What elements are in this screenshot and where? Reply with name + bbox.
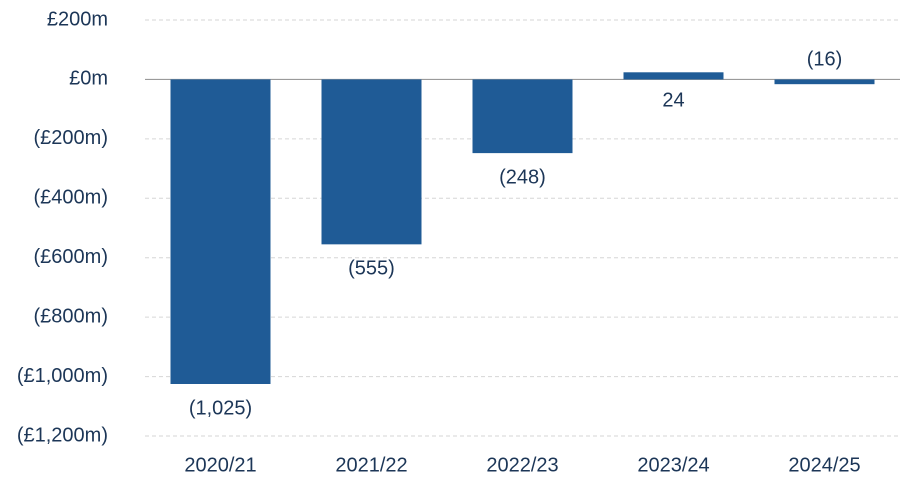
x-tick-label: 2022/23	[486, 454, 558, 476]
x-tick-label: 2024/25	[788, 454, 860, 476]
bar	[170, 79, 271, 384]
bar	[774, 79, 875, 85]
y-tick-label: £0m	[69, 68, 108, 90]
bar	[321, 79, 422, 245]
data-label: (248)	[499, 166, 546, 188]
bar	[472, 79, 573, 154]
y-tick-label: (£1,200m)	[17, 424, 108, 446]
y-tick-label: £200m	[47, 8, 108, 30]
bar	[623, 72, 724, 80]
data-label: (555)	[348, 258, 395, 280]
data-label: 24	[662, 90, 684, 112]
x-tick-label: 2021/22	[335, 454, 407, 476]
y-tick-label: (£400m)	[34, 187, 108, 209]
y-tick-label: (£1,000m)	[17, 365, 108, 387]
data-label: (1,025)	[189, 397, 252, 419]
y-tick-label: (£800m)	[34, 305, 108, 327]
data-label: (16)	[807, 49, 843, 71]
x-tick-label: 2023/24	[637, 454, 709, 476]
y-tick-label: (£200m)	[34, 127, 108, 149]
x-tick-label: 2020/21	[184, 454, 256, 476]
y-tick-label: (£600m)	[34, 246, 108, 268]
